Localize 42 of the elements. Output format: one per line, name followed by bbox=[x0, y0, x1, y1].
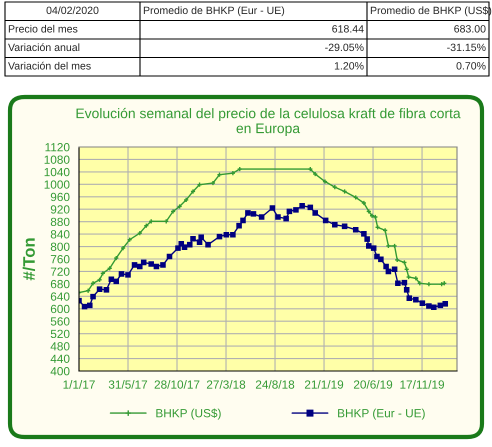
y-tick-label: 400 bbox=[50, 367, 70, 376]
x-tick-label: 28/10/17 bbox=[154, 380, 200, 389]
y-tick-label: 520 bbox=[50, 330, 70, 338]
x-tick-label: 20/6/19 bbox=[354, 380, 392, 389]
y-tick-label: 800 bbox=[50, 242, 70, 251]
y-tick-label: 1080 bbox=[44, 155, 70, 164]
x-tick-label: 24/8/18 bbox=[256, 380, 294, 389]
text: Variación anual bbox=[8, 43, 80, 52]
y-tick-label: 1040 bbox=[44, 168, 70, 176]
y-tick-label: 880 bbox=[50, 218, 70, 226]
y-tick-label: 840 bbox=[50, 230, 70, 239]
text: -29.05% bbox=[325, 44, 364, 52]
y-tick-label: 640 bbox=[50, 292, 70, 301]
y-tick-label: 920 bbox=[50, 205, 70, 214]
chart-title: Evolución semanal del precio de la celulosa kraft de fibra corta en Europa bbox=[76, 108, 461, 136]
y-tick-label: 600 bbox=[50, 304, 70, 314]
y-tick-label: 960 bbox=[50, 192, 70, 202]
y-tick-label: 1120 bbox=[45, 143, 70, 152]
text: -31.15% bbox=[447, 44, 486, 52]
x-tick-label: 27/3/18 bbox=[206, 380, 246, 389]
y-tick-label: 680 bbox=[50, 280, 70, 288]
text: Precio del mes bbox=[8, 24, 78, 33]
y-tick-label: 760 bbox=[50, 255, 70, 264]
x-tick-label: 31/5/17 bbox=[108, 380, 148, 389]
text: 0.70% bbox=[456, 62, 486, 70]
y-axis-title: #/Ton bbox=[22, 238, 36, 280]
legend-label: BHKP (Eur - UE) bbox=[338, 408, 425, 420]
legend-label: BHKP (US$) bbox=[156, 408, 221, 420]
y-tick-label: 720 bbox=[50, 267, 70, 276]
y-tick-label: 440 bbox=[50, 354, 70, 363]
y-tick-label: 480 bbox=[50, 342, 70, 351]
x-tick-label: 21/1/19 bbox=[304, 380, 344, 389]
text: 04/02/2020 bbox=[46, 6, 99, 14]
text: Variación del mes bbox=[8, 62, 91, 70]
y-tick-label: 1000 bbox=[44, 180, 70, 189]
text: 683.00 bbox=[454, 25, 486, 33]
text: 1.20% bbox=[334, 62, 364, 70]
x-tick-label: 17/11/19 bbox=[400, 380, 444, 389]
text: 618.44 bbox=[332, 25, 364, 33]
y-tick-label: 560 bbox=[50, 317, 70, 326]
x-tick-label: 1/1/17 bbox=[63, 380, 95, 389]
text: Promedio de BHKP (Eur - UE) bbox=[144, 6, 284, 16]
